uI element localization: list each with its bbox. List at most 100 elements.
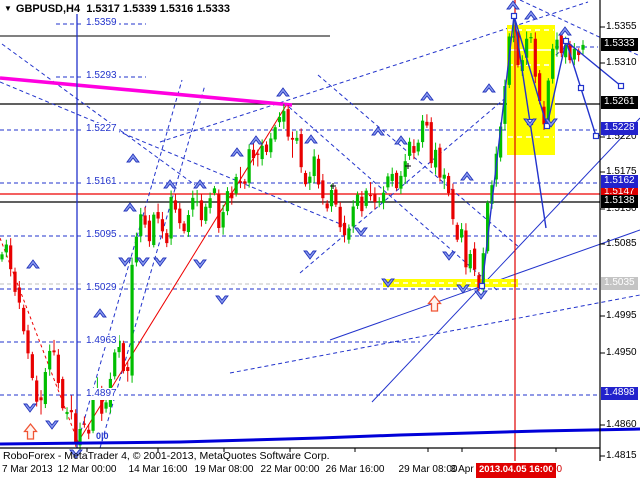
candle-body	[355, 194, 360, 206]
price-level-badge: 1.5162	[601, 175, 638, 188]
candle-body	[160, 219, 165, 232]
candle-body	[13, 271, 17, 292]
fractal-down-icon	[474, 290, 488, 300]
candle-body	[286, 109, 290, 137]
candle-body	[446, 176, 451, 194]
candle-body	[347, 228, 351, 240]
fractal-up-icon	[26, 259, 40, 269]
candle-body	[377, 201, 381, 203]
fractal-down-icon	[193, 259, 207, 269]
fractal-down-icon	[215, 295, 229, 305]
candle-body	[121, 343, 126, 372]
candle-body	[559, 35, 563, 54]
candle-body	[520, 60, 524, 72]
candle-body	[113, 352, 117, 377]
analysis-level-label: 1.4963	[84, 335, 119, 347]
copyright-text: RoboForex - MetaTrader 4, © 2001-2013, M…	[3, 450, 330, 462]
fractal-up-icon	[126, 153, 140, 163]
candle-body	[91, 394, 95, 431]
candle-body	[139, 214, 143, 236]
zigzag-handle-square	[562, 37, 570, 45]
candle-body	[182, 223, 186, 232]
time-tick-label: 22 Mar 00:00	[260, 464, 320, 475]
candle-body	[247, 149, 251, 183]
fractal-up-icon	[524, 10, 538, 20]
candle-body	[225, 191, 230, 212]
candle-body	[581, 44, 585, 50]
candle-body	[564, 44, 568, 58]
candle-body	[451, 189, 455, 220]
zigzag-handle-square	[510, 12, 518, 20]
analysis-level-label: 1.4897	[84, 388, 119, 400]
candle-body	[100, 393, 104, 414]
chart-menu-icon[interactable]: ▼	[4, 4, 12, 13]
candle-body	[238, 181, 243, 183]
candle-body	[533, 38, 537, 77]
candle-body	[243, 181, 247, 184]
candle-body	[373, 194, 377, 203]
candle-body	[329, 190, 334, 207]
candle-body	[195, 201, 199, 203]
candle-body	[199, 200, 204, 221]
candle-body	[61, 379, 65, 409]
candle-body	[546, 80, 550, 124]
zigzag-projection-line	[481, 15, 515, 287]
candle-body	[256, 153, 260, 155]
analysis-level-label: 1.5095	[84, 229, 119, 241]
price-tick-label: 1.4860	[606, 419, 637, 430]
candle-body	[117, 340, 121, 353]
candle-body	[325, 203, 329, 209]
cursor-time-badge: 2013.04.05 16:00	[476, 463, 557, 478]
fractal-up-icon	[93, 308, 107, 318]
candle-body	[26, 330, 30, 354]
time-tick-label: 29 Mar 08:00	[398, 464, 458, 475]
fractal-down-icon	[303, 250, 317, 260]
candle-body	[503, 86, 507, 124]
candle-body	[277, 117, 282, 123]
zigzag-handle-square	[617, 82, 625, 90]
time-tick-label: 14 Mar 16:00	[128, 464, 188, 475]
candle-body	[173, 200, 178, 210]
fractal-up-icon	[558, 26, 572, 36]
time-tick-label: 3 Apr	[450, 464, 474, 475]
candle-body	[442, 174, 446, 179]
candle-body	[65, 412, 69, 414]
candle-body	[420, 120, 425, 143]
candle-body	[208, 198, 212, 208]
candle-body	[473, 248, 477, 270]
candle-body	[364, 190, 368, 206]
zigzag-projection-line	[565, 40, 622, 87]
candle-body	[130, 264, 134, 376]
candle-body	[412, 146, 416, 153]
fractal-down-icon	[69, 449, 83, 459]
candle-body	[165, 233, 169, 244]
signal-arrow-up-icon	[427, 294, 442, 312]
time-tick-label: 19 Mar 08:00	[194, 464, 254, 475]
zigzag-handle-square	[543, 122, 551, 130]
candle-body	[22, 307, 26, 332]
fractal-down-icon	[544, 118, 558, 128]
candle-body	[351, 206, 355, 227]
candle-body	[499, 126, 503, 158]
price-tick-label: 1.4950	[606, 347, 637, 358]
fractal-down-icon	[523, 118, 537, 128]
price-level-badge: 1.5035	[601, 277, 638, 290]
candle-body	[303, 173, 308, 185]
candle-body	[308, 176, 312, 183]
candle-body	[433, 149, 438, 168]
candle-body	[230, 192, 234, 199]
time-tick-label: 26 Mar 16:00	[325, 464, 385, 475]
analysis-level-label: 1.5161	[84, 176, 119, 188]
trend-fan-line	[371, 117, 640, 403]
candle-body	[525, 38, 529, 58]
candle-body	[459, 229, 464, 238]
fractal-up-icon	[249, 135, 263, 145]
candle-body	[147, 220, 152, 242]
candle-body	[35, 380, 39, 402]
fractal-down-icon	[45, 420, 59, 430]
fractal-down-icon	[23, 403, 37, 413]
candle-body	[134, 236, 139, 263]
price-level-badge: 1.5333	[601, 38, 638, 51]
